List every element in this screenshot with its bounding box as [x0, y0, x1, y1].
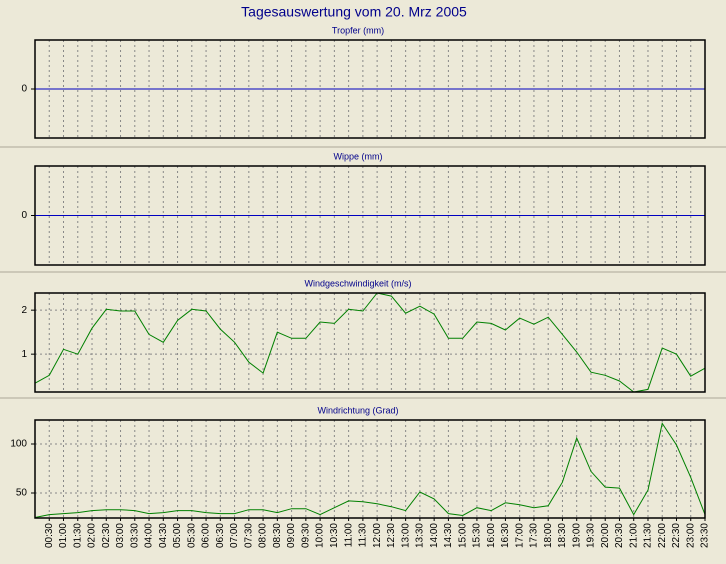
x-tick-label: 03:30	[129, 523, 140, 548]
plot-frame	[34, 292, 706, 393]
x-tick-label: 14:30	[443, 523, 454, 548]
x-tick-label: 13:30	[415, 523, 426, 548]
x-tick-label: 20:30	[614, 523, 625, 548]
x-tick-label: 08:30	[272, 523, 283, 548]
x-tick-label: 01:30	[72, 523, 83, 548]
x-tick-label: 02:00	[87, 523, 98, 548]
x-tick-label: 01:00	[58, 523, 69, 548]
y-tick-label: 0	[21, 210, 27, 221]
x-tick-label: 20:00	[600, 523, 611, 548]
x-tick-label: 17:00	[514, 523, 525, 548]
x-tick-label: 16:00	[486, 523, 497, 548]
panel-title: Windrichtung (Grad)	[317, 405, 398, 415]
x-tick-label: 04:00	[144, 523, 155, 548]
x-tick-label: 21:30	[643, 523, 654, 548]
plot-frame	[34, 419, 706, 519]
x-tick-label: 22:00	[657, 523, 668, 548]
x-tick-label: 03:00	[115, 523, 126, 548]
x-tick-label: 23:00	[685, 523, 696, 548]
x-tick-label: 12:00	[372, 523, 383, 548]
x-tick-label: 10:30	[329, 523, 340, 548]
y-tick-label: 2	[21, 305, 27, 316]
y-tick-label: 1	[21, 349, 27, 360]
panel-title: Wippe (mm)	[334, 151, 383, 161]
x-tick-label: 16:30	[500, 523, 511, 548]
x-tick-label: 22:30	[671, 523, 682, 548]
x-tick-label: 11:00	[343, 523, 354, 548]
panel-title: Tropfer (mm)	[332, 25, 384, 35]
x-tick-label: 15:30	[472, 523, 483, 548]
x-tick-label: 10:00	[315, 523, 326, 548]
x-tick-label: 19:00	[571, 523, 582, 548]
x-tick-label: 00:30	[44, 523, 55, 548]
x-tick-label: 18:00	[543, 523, 554, 548]
x-tick-label: 12:30	[386, 523, 397, 548]
plot-frame	[34, 39, 706, 139]
x-tick-label: 14:00	[429, 523, 440, 548]
x-tick-label: 04:30	[158, 523, 169, 548]
x-tick-label: 07:00	[229, 523, 240, 548]
x-tick-label: 06:00	[201, 523, 212, 548]
plot-frame	[34, 165, 706, 266]
x-tick-label: 13:00	[400, 523, 411, 548]
x-tick-label: 05:00	[172, 523, 183, 548]
x-tick-label: 23:30	[700, 523, 711, 548]
x-tick-label: 21:00	[628, 523, 639, 548]
x-tick-label: 09:30	[300, 523, 311, 548]
y-tick-label: 50	[16, 488, 28, 499]
x-tick-label: 08:00	[258, 523, 269, 548]
x-tick-label: 07:30	[243, 523, 254, 548]
x-tick-label: 06:30	[215, 523, 226, 548]
x-tick-label: 02:30	[101, 523, 112, 548]
data-line	[34, 422, 706, 518]
y-tick-label: 0	[21, 84, 27, 95]
panel-title: Windgeschwindigkeit (m/s)	[304, 278, 411, 288]
x-tick-label: 11:30	[358, 523, 369, 548]
page-title: Tagesauswertung vom 20. Mrz 2005	[241, 4, 467, 20]
x-tick-label: 18:30	[557, 523, 568, 548]
x-tick-label: 15:00	[457, 523, 468, 548]
y-tick-label: 100	[10, 439, 27, 450]
data-line	[34, 292, 706, 393]
x-tick-label: 05:30	[186, 523, 197, 548]
x-tick-label: 09:00	[286, 523, 297, 548]
x-tick-label: 19:30	[586, 523, 597, 548]
x-tick-label: 17:30	[529, 523, 540, 548]
